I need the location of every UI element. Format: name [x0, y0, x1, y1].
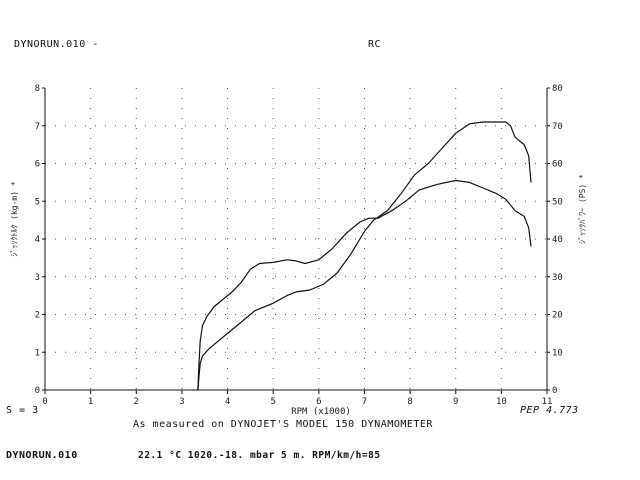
right-tick-label: 50 [552, 197, 563, 207]
run-file-name: DYNORUN.010 [6, 450, 78, 461]
left-tick-label: 2 [35, 311, 40, 321]
left-tick-label: 6 [35, 160, 40, 170]
right-tick-label: 20 [552, 311, 563, 321]
dynamometer-caption: As measured on DYNOJET'S MODEL 150 DYNAM… [133, 419, 433, 430]
x-tick-label: 8 [407, 397, 412, 407]
x-tick-label: 6 [316, 397, 321, 407]
x-tick-label: 3 [179, 397, 184, 407]
x-tick-label: 1 [88, 397, 93, 407]
x-axis-title: RPM (x1000) [291, 407, 351, 417]
left-tick-label: 3 [35, 273, 40, 283]
test-conditions: 22.1 °C 1020.-18. mbar 5 m. RPM/km/h=85 [138, 450, 381, 461]
right-tick-label: 60 [552, 160, 563, 170]
torque-series-line [197, 179, 532, 391]
left-tick-label: 0 [35, 386, 40, 396]
x-tick-label: 7 [362, 397, 367, 407]
left-tick-label: 7 [35, 122, 40, 132]
run-name-header: DYNORUN.010 - [14, 39, 99, 50]
x-tick-label: 9 [453, 397, 458, 407]
x-tick-label: 5 [270, 397, 275, 407]
left-tick-label: 8 [35, 84, 40, 94]
right-tick-label: 40 [552, 235, 563, 245]
x-tick-label: 2 [134, 397, 139, 407]
right-tick-label: 10 [552, 348, 563, 358]
left-tick-label: 5 [35, 197, 40, 207]
power-series-line [197, 121, 532, 391]
right-axis-title: ｼﾞｯｿｸﾊﾞﾜｰ (PS) * [578, 174, 587, 244]
right-tick-label: 70 [552, 122, 563, 132]
x-tick-label: 11 [542, 397, 553, 407]
left-tick-label: 4 [35, 235, 40, 245]
right-tick-label: 30 [552, 273, 563, 283]
x-tick-label: 4 [225, 397, 230, 407]
smoothing-label: S = 3 [6, 405, 39, 416]
left-axis-title: ｼﾞｯｿｸﾄﾙｸ (kg-m) * [10, 181, 19, 257]
left-tick-label: 1 [35, 348, 40, 358]
x-tick-label: 10 [496, 397, 507, 407]
pep-label: PEP 4.773 [520, 405, 579, 416]
x-tick-label: 0 [42, 397, 47, 407]
right-tick-label: 80 [552, 84, 563, 94]
mode-header: RC [368, 39, 382, 50]
right-tick-label: 0 [552, 386, 557, 396]
